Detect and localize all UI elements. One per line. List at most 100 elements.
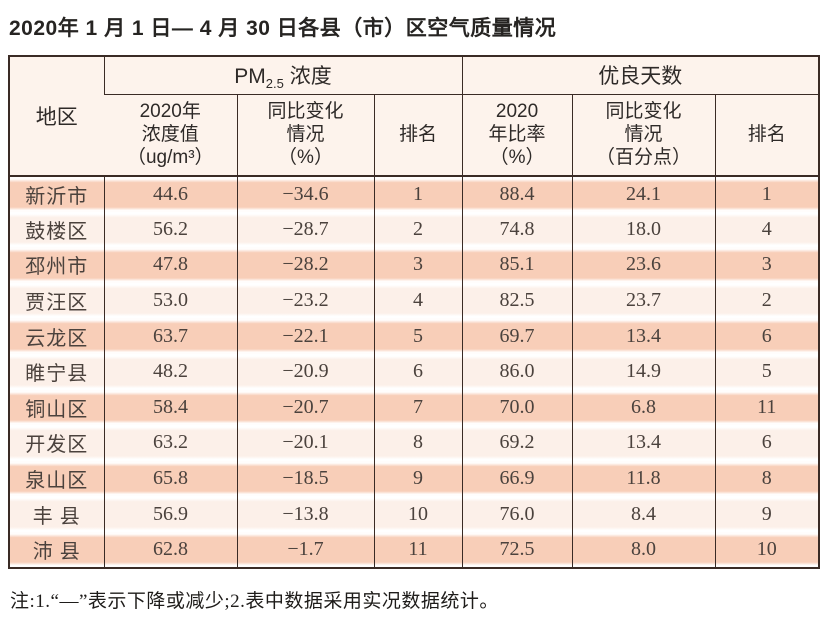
value-cell: 5	[714, 353, 820, 390]
region-cell: 新沂市	[9, 176, 104, 212]
value-cell: 13.4	[571, 425, 716, 461]
column-header-gooddays-rate: 2020 年比率 （%）	[461, 94, 573, 177]
value-cell: −13.8	[236, 496, 374, 532]
value-cell: 1	[373, 176, 463, 212]
region-cell: 开发区	[9, 425, 104, 461]
region-cell: 铜山区	[9, 389, 104, 426]
value-cell: −22.1	[236, 318, 374, 354]
region-cell: 丰 县	[9, 496, 104, 532]
value-cell: 5	[373, 318, 463, 354]
value-cell: −18.5	[236, 460, 374, 497]
value-cell: 6	[714, 318, 820, 354]
value-cell: 6	[373, 353, 463, 390]
region-cell: 沛 县	[9, 531, 104, 568]
value-cell: 2	[373, 211, 463, 248]
group-header-pm25: PM2.5 浓度	[103, 56, 463, 95]
value-cell: 11.8	[571, 460, 716, 497]
table-row: 丰 县 56.9 −13.8 10 76.0 8.4 9	[9, 496, 820, 532]
value-cell: 6	[714, 425, 820, 461]
value-cell: 13.4	[571, 318, 716, 354]
region-cell: 云龙区	[9, 318, 104, 354]
value-cell: 23.6	[571, 247, 716, 283]
value-cell: 72.5	[461, 531, 573, 568]
table-row: 沛 县 62.8 −1.7 11 72.5 8.0 10	[9, 531, 820, 568]
page-title: 2020年 1 月 1 日— 4 月 30 日各县（市）区空气质量情况	[9, 17, 557, 40]
column-header-gooddays-rank: 排名	[714, 94, 820, 177]
value-cell: 44.6	[103, 176, 237, 212]
value-cell: 85.1	[461, 247, 573, 283]
value-cell: 65.8	[103, 460, 237, 497]
column-header-pm25-rank: 排名	[373, 94, 463, 177]
table-row: 泉山区 65.8 −18.5 9 66.9 11.8 8	[9, 460, 820, 497]
value-cell: 56.2	[103, 211, 237, 248]
table-header: 地区 PM2.5 浓度 优良天数 2020年 浓度值 （ug/m³） 同比变化 …	[9, 56, 820, 177]
value-cell: 66.9	[461, 460, 573, 497]
value-cell: 4	[714, 211, 820, 248]
column-header-pm25-yoy-change: 同比变化 情况 （%）	[236, 94, 374, 177]
value-cell: 11	[373, 531, 463, 568]
column-header-region: 地区	[9, 56, 104, 177]
value-cell: 10	[373, 496, 463, 532]
value-cell: −28.7	[236, 211, 374, 248]
value-cell: 69.2	[461, 425, 573, 461]
value-cell: −20.7	[236, 389, 374, 426]
pm25-prefix: PM	[234, 64, 266, 88]
value-cell: 76.0	[461, 496, 573, 532]
value-cell: 23.7	[571, 282, 716, 319]
value-cell: 14.9	[571, 353, 716, 390]
value-cell: 53.0	[103, 282, 237, 319]
value-cell: 4	[373, 282, 463, 319]
table-row: 睢宁县 48.2 −20.9 6 86.0 14.9 5	[9, 353, 820, 390]
value-cell: 70.0	[461, 389, 573, 426]
footnote: 注:1.“—”表示下降或减少;2.表中数据采用实况数据统计。	[10, 590, 499, 612]
table-row: 鼓楼区 56.2 −28.7 2 74.8 18.0 4	[9, 211, 820, 248]
value-cell: 86.0	[461, 353, 573, 390]
region-cell: 鼓楼区	[9, 211, 104, 248]
table-body: 新沂市 44.6 −34.6 1 88.4 24.1 1 鼓楼区 56.2 −28.7 2 74.8 1…	[9, 176, 820, 568]
value-cell: 69.7	[461, 318, 573, 354]
table-row: 贾汪区 53.0 −23.2 4 82.5 23.7 2	[9, 282, 820, 319]
value-cell: 18.0	[571, 211, 716, 248]
value-cell: −20.9	[236, 353, 374, 390]
value-cell: 7	[373, 389, 463, 426]
region-cell: 邳州市	[9, 247, 104, 283]
region-cell: 睢宁县	[9, 353, 104, 390]
pm25-suffix: 浓度	[283, 64, 332, 88]
value-cell: 8	[373, 425, 463, 461]
value-cell: 8.0	[571, 531, 716, 568]
value-cell: 3	[714, 247, 820, 283]
value-cell: 47.8	[103, 247, 237, 283]
value-cell: 9	[714, 496, 820, 532]
value-cell: 8.4	[571, 496, 716, 532]
region-cell: 泉山区	[9, 460, 104, 497]
value-cell: 74.8	[461, 211, 573, 248]
value-cell: 9	[373, 460, 463, 497]
value-cell: 10	[714, 531, 820, 568]
value-cell: 63.2	[103, 425, 237, 461]
value-cell: 3	[373, 247, 463, 283]
value-cell: 11	[714, 389, 820, 426]
pm25-subscript: 2.5	[265, 75, 284, 91]
value-cell: 1	[714, 176, 820, 212]
column-header-gooddays-yoy-change: 同比变化 情况 （百分点）	[571, 94, 716, 177]
table-row: 邳州市 47.8 −28.2 3 85.1 23.6 3	[9, 247, 820, 283]
column-header-pm25-value: 2020年 浓度值 （ug/m³）	[104, 94, 237, 177]
value-cell: −34.6	[236, 176, 374, 212]
table-row: 铜山区 58.4 −20.7 7 70.0 6.8 11	[9, 389, 820, 426]
group-header-good-days: 优良天数	[461, 56, 820, 95]
header-row-groups: 地区 PM2.5 浓度 优良天数	[9, 56, 820, 177]
value-cell: 56.9	[103, 496, 237, 532]
table-row: 开发区 63.2 −20.1 8 69.2 13.4 6	[9, 425, 820, 461]
value-cell: 82.5	[461, 282, 573, 319]
air-quality-table: 地区 PM2.5 浓度 优良天数 2020年 浓度值 （ug/m³） 同比变化 …	[8, 55, 821, 569]
value-cell: 88.4	[461, 176, 573, 212]
value-cell: −23.2	[236, 282, 374, 319]
value-cell: 62.8	[103, 531, 237, 568]
value-cell: 2	[714, 282, 820, 319]
value-cell: 63.7	[103, 318, 237, 354]
value-cell: −28.2	[236, 247, 374, 283]
value-cell: 24.1	[571, 176, 716, 212]
value-cell: 48.2	[103, 353, 237, 390]
value-cell: −1.7	[236, 531, 374, 568]
